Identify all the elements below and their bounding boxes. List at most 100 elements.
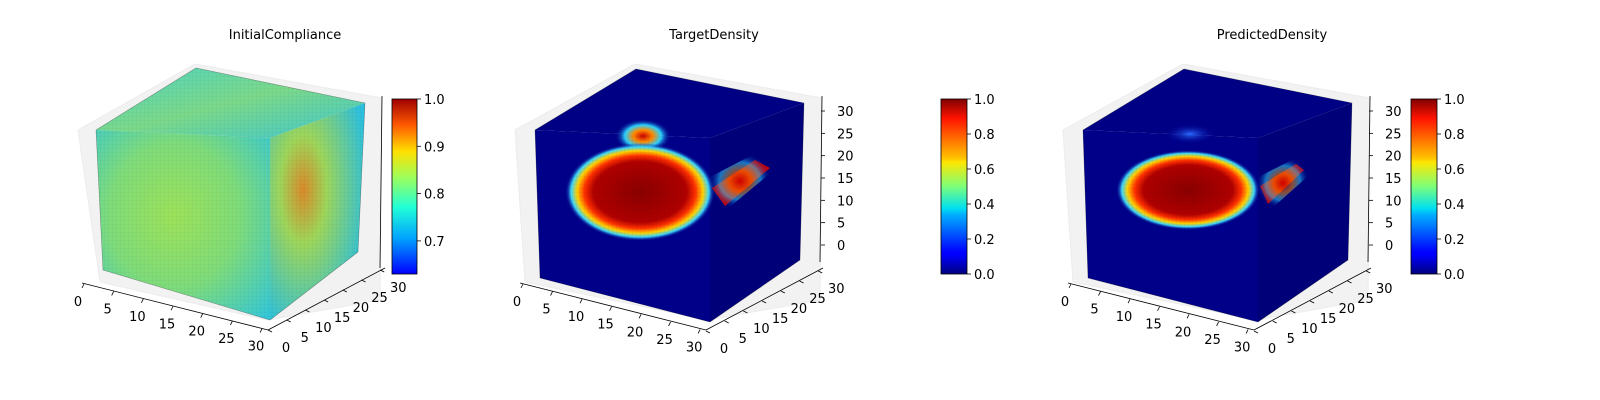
y-tick-label: 10 [315, 321, 332, 336]
x-tick [1068, 283, 1072, 289]
colorbar-tick-label: 1.0 [1444, 93, 1465, 108]
panel-title: InitialCompliance [229, 28, 342, 43]
x-tick-label: 5 [1090, 303, 1098, 318]
z-tick-label: 20 [837, 150, 854, 165]
y-tick-label: 5 [1287, 332, 1295, 347]
y-tick-label: 15 [1320, 312, 1337, 327]
z-tick-label: 5 [837, 217, 845, 232]
y-tick [705, 330, 711, 334]
z-tick-label: 30 [837, 105, 854, 120]
x-tick-label: 15 [159, 317, 176, 332]
colorbar-tick-label: 0.8 [974, 128, 995, 143]
x-tick [697, 329, 701, 334]
voxel-grid [535, 130, 710, 322]
z-axis-line [819, 95, 823, 263]
x-tick [668, 321, 671, 327]
x-tick [1245, 329, 1249, 334]
y-tick-label: 20 [1339, 302, 1356, 317]
colorbar: 0.7 0.8 0.9 1.0 [391, 93, 445, 275]
x-tick-label: 10 [568, 310, 585, 325]
z-axis-line [1367, 95, 1371, 263]
panel-title: PredictedDensity [1217, 28, 1328, 43]
voxel-cube [1082, 68, 1353, 323]
colorbar-tick-label: 1.0 [424, 93, 445, 108]
y-tick [799, 280, 804, 284]
z-tick-label: 0 [837, 239, 845, 254]
z-tick-label: 25 [1385, 127, 1402, 142]
x-tick [638, 314, 642, 319]
cube-side-face [710, 103, 804, 322]
z-tick-label: 30 [1385, 105, 1402, 120]
x-tick-label: 25 [1204, 333, 1221, 348]
colorbar-tick-label: 0.8 [1444, 128, 1465, 143]
y-tick [380, 269, 385, 273]
cube-outline [1082, 68, 1353, 323]
y-tick-label: 15 [772, 312, 789, 327]
colorbar-tick-label: 0.8 [424, 188, 445, 203]
voxel-cube [95, 67, 366, 321]
cube-top-face [1083, 69, 1352, 138]
y-tick-label: 0 [720, 342, 728, 357]
y-tick [724, 320, 729, 324]
voxel-cube [534, 68, 805, 323]
voxel-grid [270, 103, 365, 320]
x-tick [579, 298, 583, 304]
y-tick [1272, 320, 1277, 324]
colorbar-tick-label: 0.4 [974, 198, 995, 213]
x-tick-label: 30 [686, 340, 703, 355]
x-tick-label: 0 [74, 295, 82, 310]
x-tick-label: 5 [542, 303, 550, 318]
cube-outline [95, 67, 366, 321]
cube-top-face [535, 69, 804, 138]
colorbar-tick-label: 0.2 [1444, 233, 1465, 248]
y-tick-label: 20 [791, 302, 808, 317]
x-tick [200, 313, 204, 318]
y-tick [1253, 330, 1259, 334]
y-tick-label: 0 [282, 341, 290, 356]
y-axis-line [267, 267, 386, 331]
z-tick-label: 0 [1385, 239, 1393, 254]
x-tick [230, 320, 233, 326]
y-tick-label: 5 [739, 332, 747, 347]
colorbar-tick-label: 0.6 [974, 163, 995, 178]
y-tick [1366, 270, 1371, 274]
x-tick-label: 0 [1061, 295, 1069, 310]
y-tick [818, 270, 823, 274]
y-axis-line [1253, 267, 1372, 331]
y-axis-line [705, 267, 824, 331]
voxel-grid [1083, 130, 1258, 322]
x-tick-label: 25 [656, 333, 673, 348]
z-tick-label: 20 [1385, 150, 1402, 165]
colorbar-gradient [1410, 98, 1438, 275]
z-tick-label: 25 [837, 127, 854, 142]
y-tick [1309, 300, 1315, 304]
colorbar-ticks: 0.0 0.2 0.4 0.6 0.8 1.0 [967, 93, 995, 283]
z-tick-label: 15 [837, 172, 854, 187]
y-tick-label: 0 [1268, 342, 1276, 357]
x-tick-label: 30 [1234, 340, 1251, 355]
z-tick-label: 15 [1385, 172, 1402, 187]
x-tick-label: 10 [129, 310, 146, 325]
y-tick [286, 319, 291, 323]
x-tick-label: 20 [627, 325, 644, 340]
y-tick-label: 25 [371, 291, 388, 306]
y-tick-label: 15 [334, 311, 351, 326]
x-tick-label: 20 [188, 325, 205, 340]
y-tick [743, 310, 748, 314]
x-tick [1186, 314, 1190, 319]
z-axis-line [379, 95, 383, 269]
x-tick [1216, 321, 1219, 327]
y-tick-label: 25 [809, 292, 826, 307]
x-tick-label: 20 [1175, 325, 1192, 340]
y-tick [1328, 290, 1334, 294]
x-axis-line [1067, 282, 1255, 331]
y-tick [1291, 310, 1296, 314]
y-tick [780, 290, 786, 294]
z-tick-label: 5 [1385, 217, 1393, 232]
y-tick [342, 289, 348, 293]
colorbar: 0.0 0.2 0.4 0.6 0.8 1.0 [1410, 93, 1465, 283]
y-tick [761, 300, 767, 304]
